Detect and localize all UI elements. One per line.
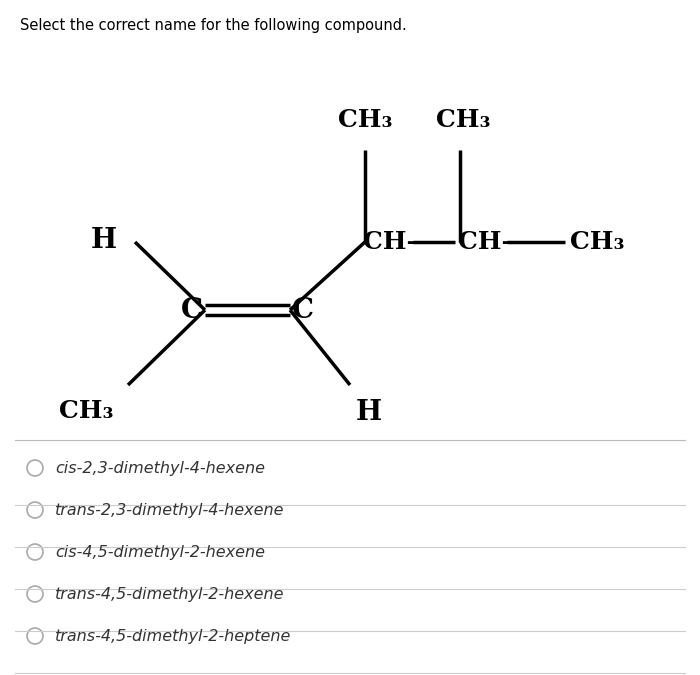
Text: H: H — [91, 227, 117, 254]
Text: CH₃: CH₃ — [570, 230, 624, 254]
Text: cis-4,5-dimethyl-2-hexene: cis-4,5-dimethyl-2-hexene — [55, 545, 265, 560]
Text: H: H — [356, 399, 382, 426]
Text: trans-2,3-dimethyl-4-hexene: trans-2,3-dimethyl-4-hexene — [55, 502, 284, 518]
Text: C: C — [181, 296, 203, 323]
Text: CH₃: CH₃ — [337, 108, 392, 132]
Text: cis-2,3-dimethyl-4-hexene: cis-2,3-dimethyl-4-hexene — [55, 460, 265, 475]
Text: CH–: CH– — [363, 230, 419, 254]
Text: C: C — [292, 296, 314, 323]
Text: Select the correct name for the following compound.: Select the correct name for the followin… — [20, 18, 407, 33]
Text: trans-4,5-dimethyl-2-hexene: trans-4,5-dimethyl-2-hexene — [55, 587, 284, 601]
Text: CH₃: CH₃ — [435, 108, 490, 132]
Text: trans-4,5-dimethyl-2-heptene: trans-4,5-dimethyl-2-heptene — [55, 628, 291, 643]
Text: CH–: CH– — [458, 230, 514, 254]
Text: CH₃: CH₃ — [60, 399, 114, 423]
